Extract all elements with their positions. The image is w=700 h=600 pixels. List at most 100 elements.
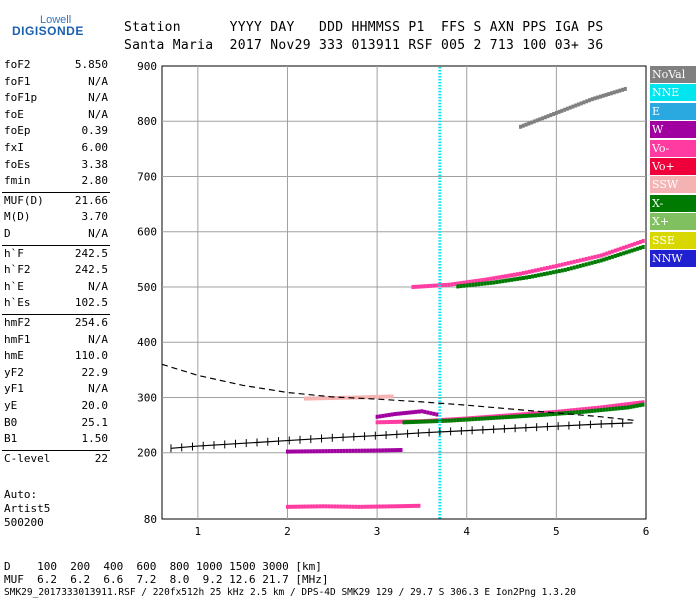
echo-point [507, 278, 511, 283]
echo-point [354, 504, 358, 509]
echo-point [581, 257, 585, 262]
param-value: N/A [88, 279, 108, 293]
echo-point [560, 268, 564, 273]
echo-point [438, 403, 442, 405]
echo-point [438, 90, 442, 93]
echo-point [387, 412, 391, 417]
param-separator [2, 449, 110, 451]
echo-point [510, 273, 514, 278]
echo-point [627, 243, 631, 248]
echo-point [405, 410, 409, 415]
echo-point [602, 257, 606, 262]
echo-point [596, 408, 600, 413]
echo-point [623, 402, 627, 407]
echo-point [438, 150, 442, 153]
echo-point [438, 486, 442, 489]
echo-point [492, 276, 496, 281]
echo-point [438, 364, 442, 367]
echo-point [438, 459, 442, 462]
param-name: foEs [4, 157, 31, 171]
param-value: N/A [88, 332, 108, 346]
echo-point [566, 410, 570, 415]
echo-point [438, 370, 442, 373]
echo-point [608, 407, 612, 412]
echo-point [541, 116, 545, 121]
echo-point [551, 412, 555, 417]
echo-point [527, 413, 531, 418]
param-name: hmE [4, 349, 24, 363]
echo-point [557, 269, 561, 274]
echo-point [548, 265, 552, 270]
echo-point [396, 504, 400, 509]
echo-point [438, 66, 442, 69]
param-row: foF2 5.850 [4, 58, 108, 74]
echo-point [599, 405, 603, 410]
echo-point [459, 284, 463, 289]
echo-point [327, 396, 331, 401]
echo-point [474, 417, 478, 422]
echo-point [345, 504, 349, 509]
echo-point [438, 192, 442, 194]
echo-point [438, 156, 442, 159]
echo-point [587, 409, 591, 414]
y-tick-label: 700 [137, 170, 157, 183]
echo-point [456, 281, 460, 286]
echo-point [590, 408, 594, 413]
echo-point [324, 396, 328, 401]
header-row-2: Santa Maria 2017 Nov29 333 013911 RSF 00… [124, 38, 604, 53]
echo-point [610, 254, 614, 259]
echo-point [438, 314, 442, 317]
echo-point [447, 282, 451, 287]
echo-point [423, 419, 427, 424]
param-name: yF1 [4, 382, 24, 396]
echo-point [593, 96, 597, 101]
echo-point [626, 402, 630, 407]
param-name: B0 [4, 415, 18, 429]
echo-point [417, 503, 421, 508]
echo-point [438, 162, 442, 165]
echo-point [438, 385, 442, 388]
param-row: hmF2 254.6 [4, 316, 108, 332]
echo-point [524, 270, 528, 275]
echo-point [315, 449, 319, 454]
footer-distance-row: D 100 200 400 600 800 1000 1500 3000 [km… [4, 560, 322, 573]
echo-point [435, 412, 439, 417]
echo-point [354, 395, 358, 400]
echo-point [384, 420, 388, 425]
echo-point [504, 274, 508, 279]
echo-point [396, 411, 400, 416]
echo-point [581, 263, 585, 268]
param-row: C-level 22 [4, 452, 108, 468]
echo-point [360, 395, 364, 400]
echo-point [438, 388, 442, 391]
echo-point [527, 269, 531, 274]
echo-point [599, 258, 603, 263]
echo-point [641, 400, 645, 405]
echo-point [546, 114, 550, 119]
footer-file-info: SMK29_2017333013911.RSF / 220fx512h 25 k… [4, 587, 576, 598]
y-tick-label: 500 [137, 281, 157, 294]
echo-point [438, 480, 442, 483]
echo-point [622, 245, 626, 250]
echo-point [381, 394, 385, 399]
echo-point [530, 269, 534, 274]
echo-point [345, 448, 349, 453]
echo-point [593, 254, 597, 259]
echo-point [557, 409, 561, 414]
legend-item: Vo+ [650, 158, 696, 175]
echo-point [285, 449, 289, 454]
echo-point [330, 449, 334, 454]
echo-point [438, 353, 442, 355]
param-value: 21.66 [74, 193, 108, 207]
echo-point [483, 277, 487, 282]
echo-point [551, 270, 555, 275]
echo-point [492, 415, 496, 420]
echo-point [438, 293, 442, 296]
echo-point [575, 259, 579, 264]
param-row: MUF(D) 21.66 [4, 194, 108, 210]
echo-point [587, 406, 591, 411]
echo-point [426, 410, 430, 415]
echo-point [620, 405, 624, 410]
param-name: foF1p [4, 91, 38, 105]
param-name: fmin [4, 174, 31, 188]
